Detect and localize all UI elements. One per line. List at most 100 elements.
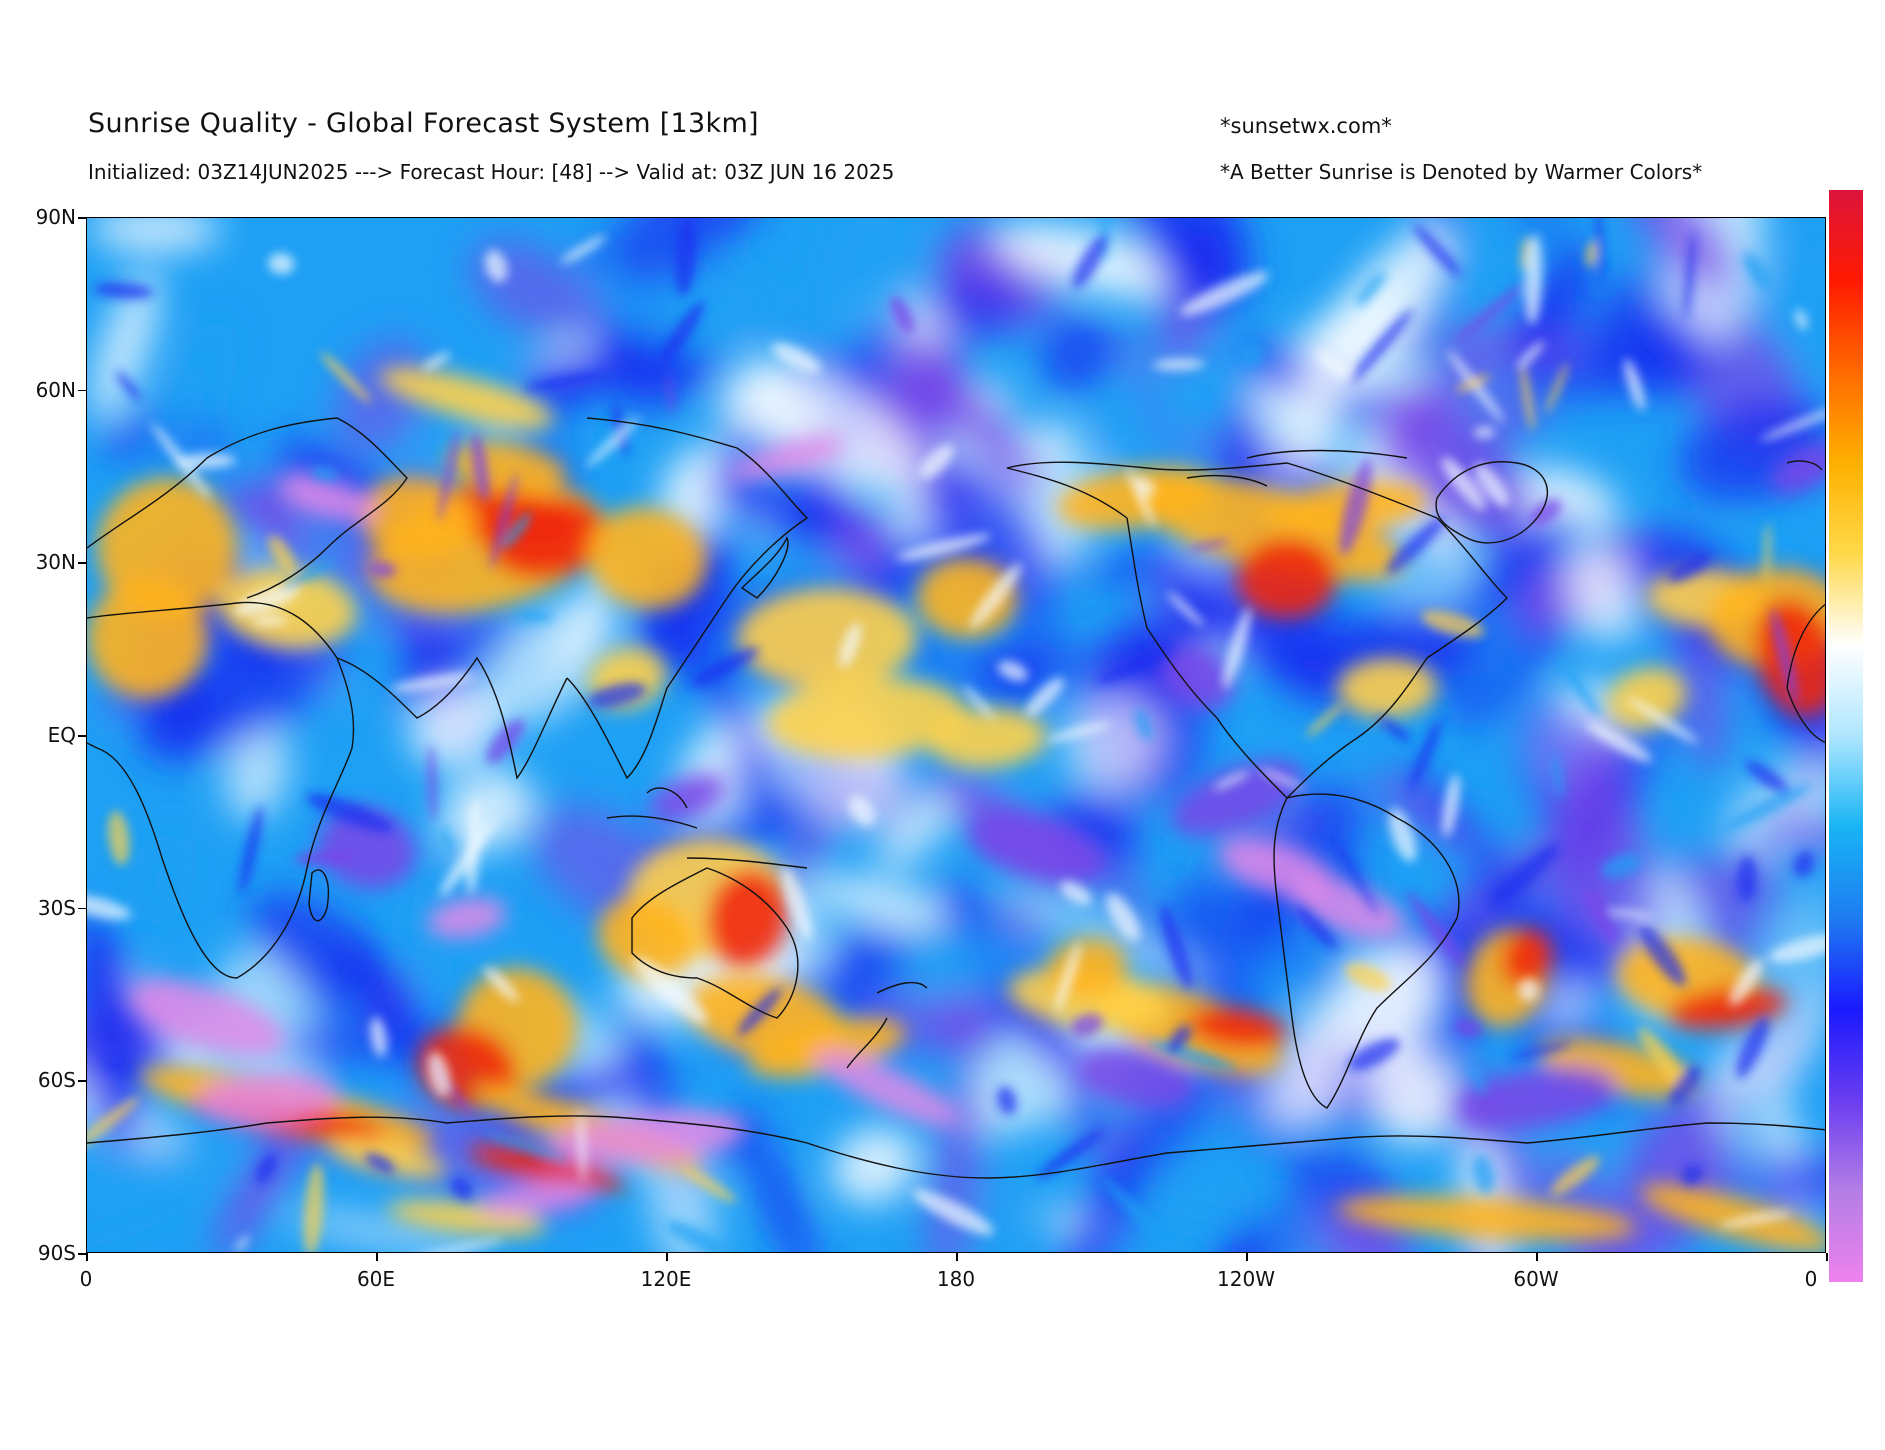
field-patch (477, 1181, 597, 1215)
field-patch (234, 1235, 250, 1252)
field-patch (1681, 1165, 1703, 1186)
field-patch (468, 1144, 626, 1192)
field-patch (224, 724, 290, 822)
lat-tick-label: 60N (35, 377, 76, 402)
coastline-greenland (1435, 461, 1548, 544)
field-patch (1294, 905, 1338, 950)
coastline-outlines (87, 417, 1825, 1179)
field-patch (1413, 224, 1462, 278)
field-patch (1348, 308, 1414, 385)
field-patch (1096, 646, 1174, 684)
field-patch (281, 559, 336, 589)
field-patch (1337, 657, 1437, 719)
field-patch (1337, 1195, 1637, 1241)
forecast-map-field (87, 218, 1825, 1252)
field-patch (87, 1096, 140, 1152)
lon-tick-label: 60E (356, 1267, 396, 1291)
field-patch (1472, 1154, 1495, 1194)
coastline-arabia (336, 656, 568, 780)
field-patch (923, 276, 1020, 336)
field-patch (1187, 1007, 1287, 1049)
field-patch (1639, 924, 1687, 987)
field-patch (1562, 663, 1602, 719)
field-patch (1227, 1174, 1376, 1252)
field-patch (390, 673, 476, 692)
field-patch (1545, 363, 1569, 413)
lat-tick-label: 30S (37, 895, 76, 920)
lat-tick-mark (78, 907, 86, 910)
field-patch (1167, 1025, 1192, 1054)
field-patch (1213, 771, 1250, 790)
field-patch (674, 218, 697, 297)
field-patch (1792, 851, 1815, 878)
field-patch (1638, 1027, 1690, 1094)
field-patch (502, 512, 531, 549)
field-patch (1745, 760, 1789, 794)
lat-tick-mark (78, 1253, 86, 1255)
field-patch (1520, 361, 1534, 431)
forecast-map (86, 217, 1826, 1253)
field-patch (889, 324, 1046, 495)
field-patch (1166, 591, 1205, 627)
field-patch (927, 707, 1047, 769)
field-patch (1025, 677, 1065, 717)
field-patch (632, 957, 708, 1024)
field-patch (1454, 1018, 1483, 1038)
coastline-africa (87, 601, 355, 979)
field-patch (1607, 667, 1687, 729)
field-patch (1517, 341, 1545, 369)
lon-tick-label: 180 (936, 1267, 976, 1291)
field-patch (831, 1126, 918, 1205)
field-patch (338, 931, 442, 1088)
field-patch (690, 647, 760, 687)
coastline-madagascar (308, 869, 329, 922)
field-patch (115, 371, 142, 401)
lat-tick-label: EQ (47, 723, 76, 747)
field-patch (969, 563, 1022, 629)
field-patch (303, 1162, 324, 1252)
field-patch (334, 338, 430, 455)
field-patch (1060, 881, 1092, 906)
field-patch (1055, 942, 1081, 1013)
field-patch (409, 835, 441, 991)
field-patch (87, 578, 207, 698)
field-patch (89, 218, 221, 252)
field-patch (102, 1061, 132, 1072)
field-patch (1100, 1073, 1220, 1194)
field-patch (1600, 853, 1642, 879)
field-patch (1280, 1150, 1392, 1211)
field-patch (1551, 752, 1563, 799)
lon-tick-mark (86, 1253, 88, 1261)
field-patch (1524, 234, 1543, 325)
lat-tick-mark (78, 217, 86, 219)
field-patch (1514, 251, 1587, 368)
field-patch (1237, 537, 1337, 619)
field-patch (1584, 888, 1619, 945)
field-patch (93, 282, 154, 300)
field-patch (409, 1238, 505, 1252)
field-patch (890, 296, 915, 334)
field-patch (1667, 986, 1787, 1030)
field-patch (577, 1109, 586, 1182)
field-patch (1667, 552, 1712, 583)
lon-tick-label: 0 (79, 1267, 93, 1291)
field-patch (1096, 339, 1257, 473)
field-patch (87, 1135, 233, 1240)
field-patch (1106, 893, 1141, 941)
field-patch (771, 343, 821, 374)
field-patch (666, 375, 675, 415)
field-patch (90, 269, 160, 423)
field-patch (597, 897, 697, 979)
color-legend-note: *A Better Sunrise is Denoted by Warmer C… (1220, 160, 1703, 184)
field-patch (1077, 1046, 1197, 1110)
field-patch (1223, 607, 1251, 690)
field-patch (134, 322, 229, 520)
forecast-info: Initialized: 03Z14JUN2025 ---> Forecast … (88, 160, 895, 184)
field-patch (281, 1211, 496, 1252)
field-patch (524, 372, 606, 392)
field-patch (1187, 539, 1231, 552)
field-patch (1071, 1013, 1103, 1037)
field-patch (1378, 716, 1412, 743)
field-patch (1180, 271, 1269, 316)
lat-tick-mark (78, 389, 86, 392)
